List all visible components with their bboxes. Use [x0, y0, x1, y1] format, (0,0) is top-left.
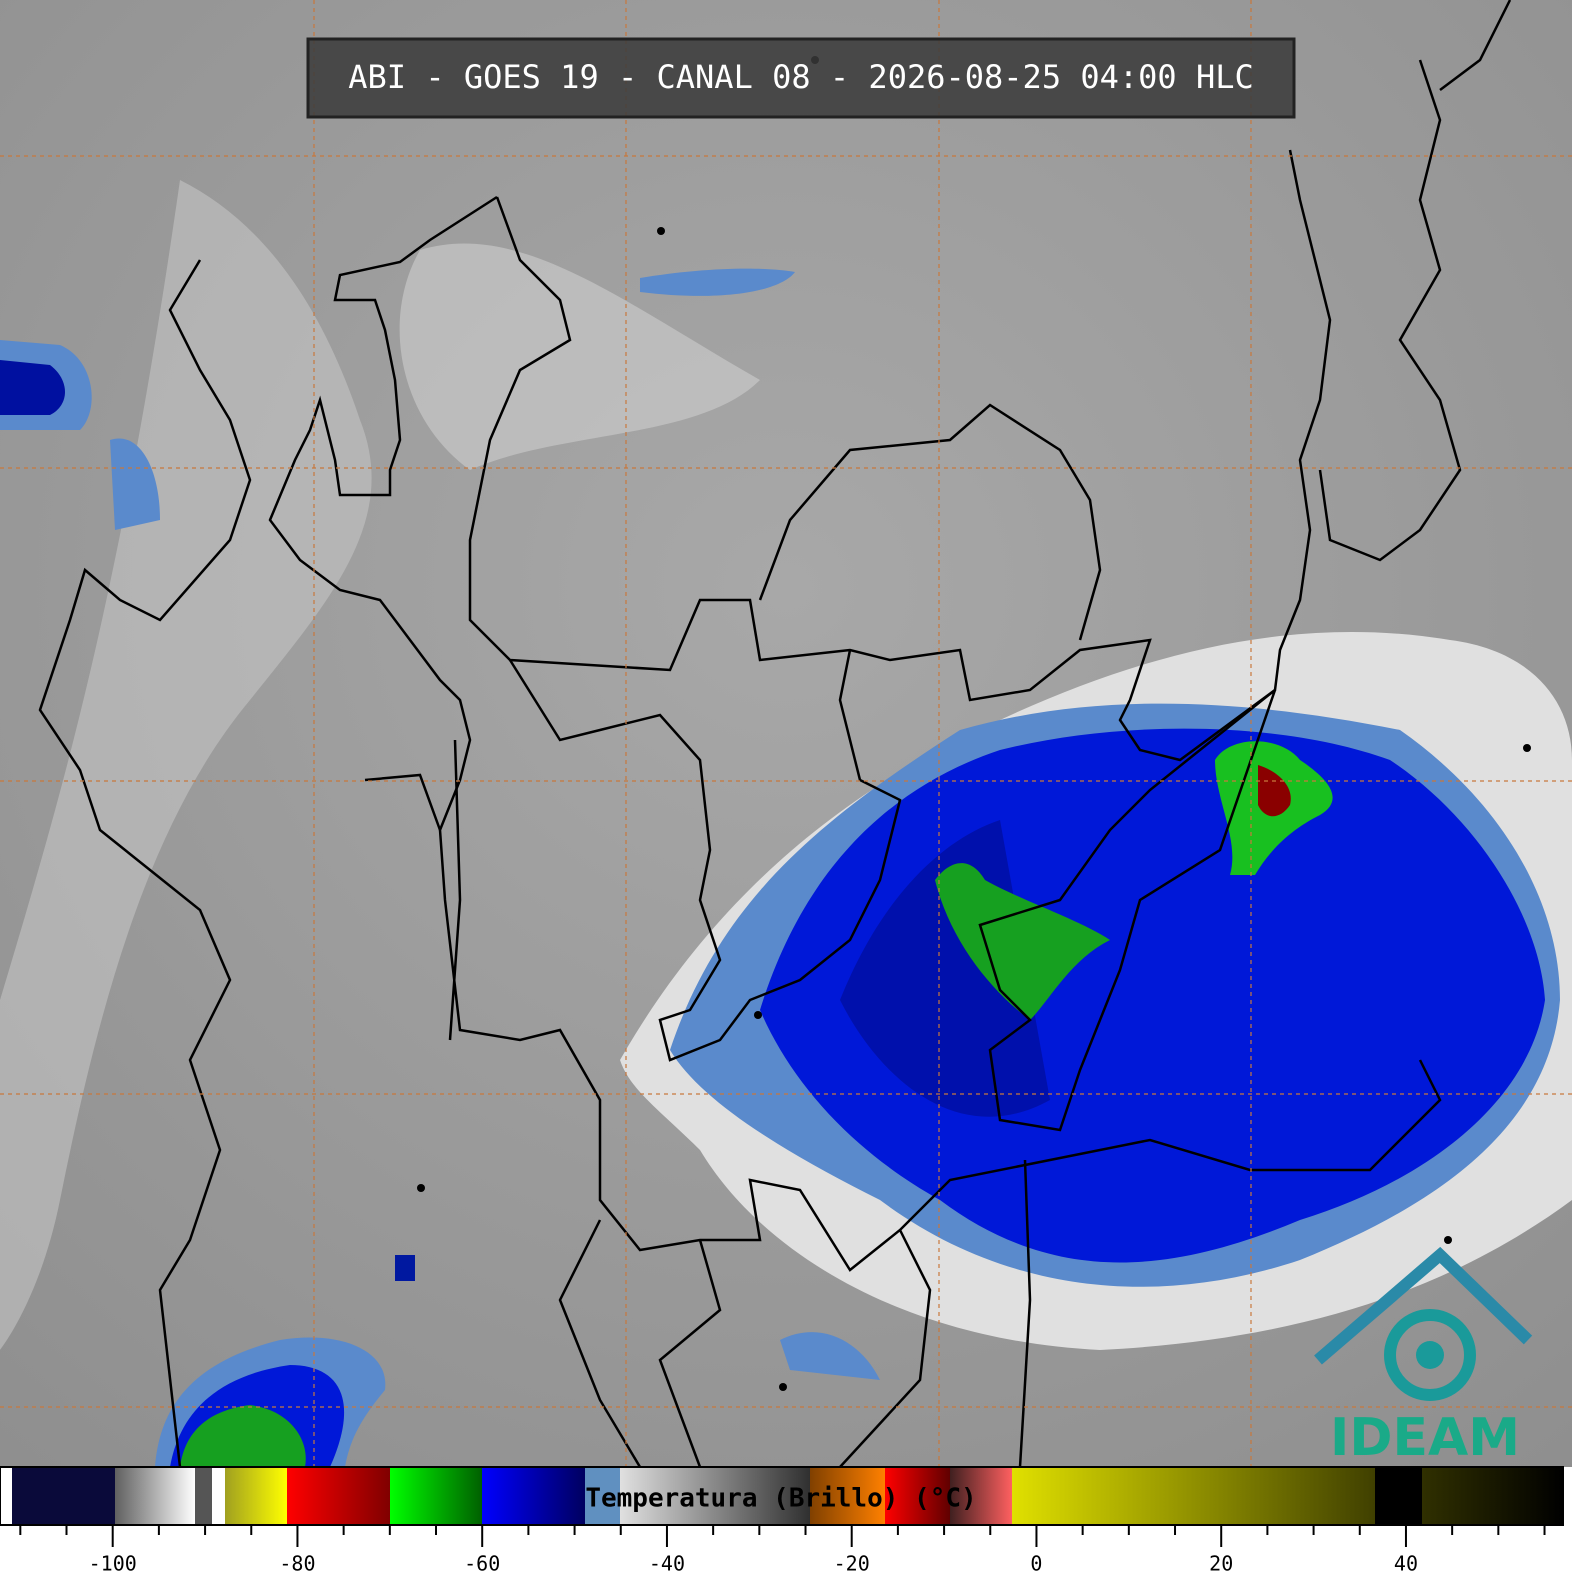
colorbar-ramp	[0, 1466, 1564, 1526]
colorbar-tick-label: 0	[1030, 1552, 1042, 1576]
cloud-cold	[780, 1332, 880, 1380]
cloud-core	[0, 360, 65, 415]
title: ABI - GOES 19 - CANAL 08 - 2026-08-25 04…	[348, 58, 1253, 96]
graticule	[0, 0, 1572, 1467]
cloud-light	[399, 243, 760, 470]
colorbar-tick-label: -20	[834, 1552, 870, 1576]
city	[754, 1011, 762, 1019]
map: IDEAM ABI - GOES 19 - CANAL 08 - 2026-08…	[0, 0, 1572, 1468]
cloud-light	[0, 180, 372, 1350]
colorbar-tick-label: -80	[279, 1552, 315, 1576]
logo-eye	[1416, 1341, 1444, 1369]
city	[417, 1184, 425, 1192]
ideam-logo: IDEAM	[1314, 1246, 1533, 1468]
colorbar: Temperatura (Brillo) (°C) -100 -80 -60 -40 -…	[0, 1466, 1564, 1576]
city	[1523, 744, 1531, 752]
cloud-deep	[180, 1405, 306, 1467]
colorbar-tick-label: -100	[89, 1552, 137, 1576]
colorbar-label: Temperatura (Brillo) (°C)	[585, 1484, 976, 1514]
cloud-cold	[640, 268, 795, 296]
cloud-top	[1258, 765, 1291, 817]
city	[779, 1383, 787, 1391]
cities	[417, 56, 1531, 1391]
colorbar-tick-label: 20	[1209, 1552, 1233, 1576]
cloud-core	[395, 1255, 415, 1281]
logo-text: IDEAM	[1330, 1408, 1520, 1468]
cloud-deep	[935, 863, 1110, 1020]
city	[657, 227, 665, 235]
colorbar-tick-label: -60	[464, 1552, 500, 1576]
colorbar-tick-label: -40	[649, 1552, 685, 1576]
logo-roof	[1314, 1246, 1533, 1365]
city	[1444, 1236, 1452, 1244]
borders	[38, 0, 1512, 1468]
title-box	[306, 37, 1296, 119]
cloud-cold	[110, 438, 160, 530]
colorbar-tick-label: 40	[1394, 1552, 1418, 1576]
logo-swirl	[1384, 1309, 1476, 1401]
